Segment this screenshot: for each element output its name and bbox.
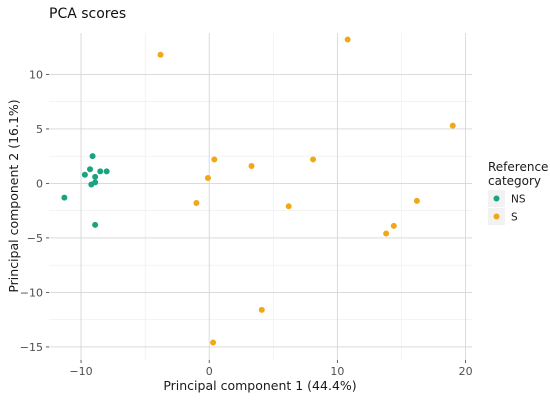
data-point-ns [89,153,96,160]
data-point-ns [92,173,99,180]
data-point-s [157,51,164,58]
data-point-ns [87,166,94,173]
data-point-ns [81,171,88,178]
grid-lines [49,33,472,360]
data-point-ns [103,168,110,175]
x-tick-label: 10 [330,365,344,378]
x-axis-title: Principal component 1 (44.4%) [163,378,356,393]
data-point-s [449,122,456,129]
data-point-ns [97,168,104,175]
y-tick-label: −5 [27,232,43,245]
data-point-s [248,162,255,169]
data-point-ns [92,221,99,228]
legend-key-s [493,213,500,220]
data-points [61,36,456,346]
y-tick-label: 5 [36,123,43,136]
data-point-s [211,156,218,163]
legend-title-line-1: Reference [488,160,548,174]
data-point-s [210,339,217,346]
data-point-s [193,200,200,207]
data-point-s [285,203,292,210]
legend-key-ns [493,195,500,202]
legend: Reference category NS S [488,160,548,225]
data-point-s [413,197,420,204]
data-point-s [344,36,351,43]
data-point-s [204,174,211,181]
x-tick-label: 20 [459,365,473,378]
x-tick-label: 0 [206,365,213,378]
y-tick-label: −10 [20,286,43,299]
axis-ticks: −10 0 10 20 −15 −10 −5 0 5 10 [20,68,473,378]
y-tick-label: 10 [29,68,43,81]
y-tick-label: −15 [20,341,43,354]
legend-label-ns: NS [511,194,526,206]
data-point-ns [92,179,99,186]
data-point-s [258,306,265,313]
y-tick-label: 0 [36,177,43,190]
data-point-s [310,156,317,163]
chart-title: PCA scores [49,6,126,22]
x-tick-label: −10 [69,365,92,378]
legend-title-line-2: category [488,174,541,188]
legend-label-s: S [511,212,518,224]
data-point-s [390,222,397,229]
data-point-ns [61,194,68,201]
data-point-s [383,230,390,237]
y-axis-title: Principal component 2 (16.1%) [6,99,21,292]
